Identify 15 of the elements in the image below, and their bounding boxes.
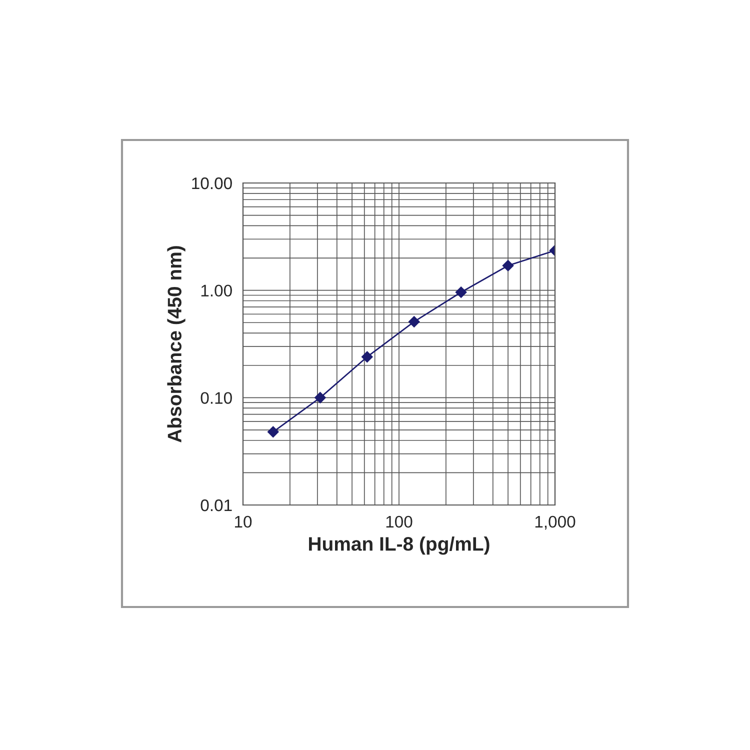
point (408, 316, 420, 328)
point (362, 351, 373, 362)
x-tick-label: 1,000 (535, 516, 576, 530)
x-tick-label: 100 (386, 516, 412, 528)
y-tick-label: 0.01 (200, 499, 232, 512)
point (455, 286, 467, 298)
y-tick-label: 10.00 (192, 177, 232, 190)
point (268, 426, 279, 438)
point (502, 260, 514, 272)
x-axis-title: Human IL-8 (pg/mL) (309, 536, 490, 555)
x-tick-label: 10 (235, 516, 252, 528)
y-tick-label: 0.10 (200, 392, 232, 404)
point (314, 392, 326, 404)
y-axis-title: Absorbance (450 nm) (167, 246, 186, 442)
y-tick-label: 1.00 (201, 284, 232, 297)
